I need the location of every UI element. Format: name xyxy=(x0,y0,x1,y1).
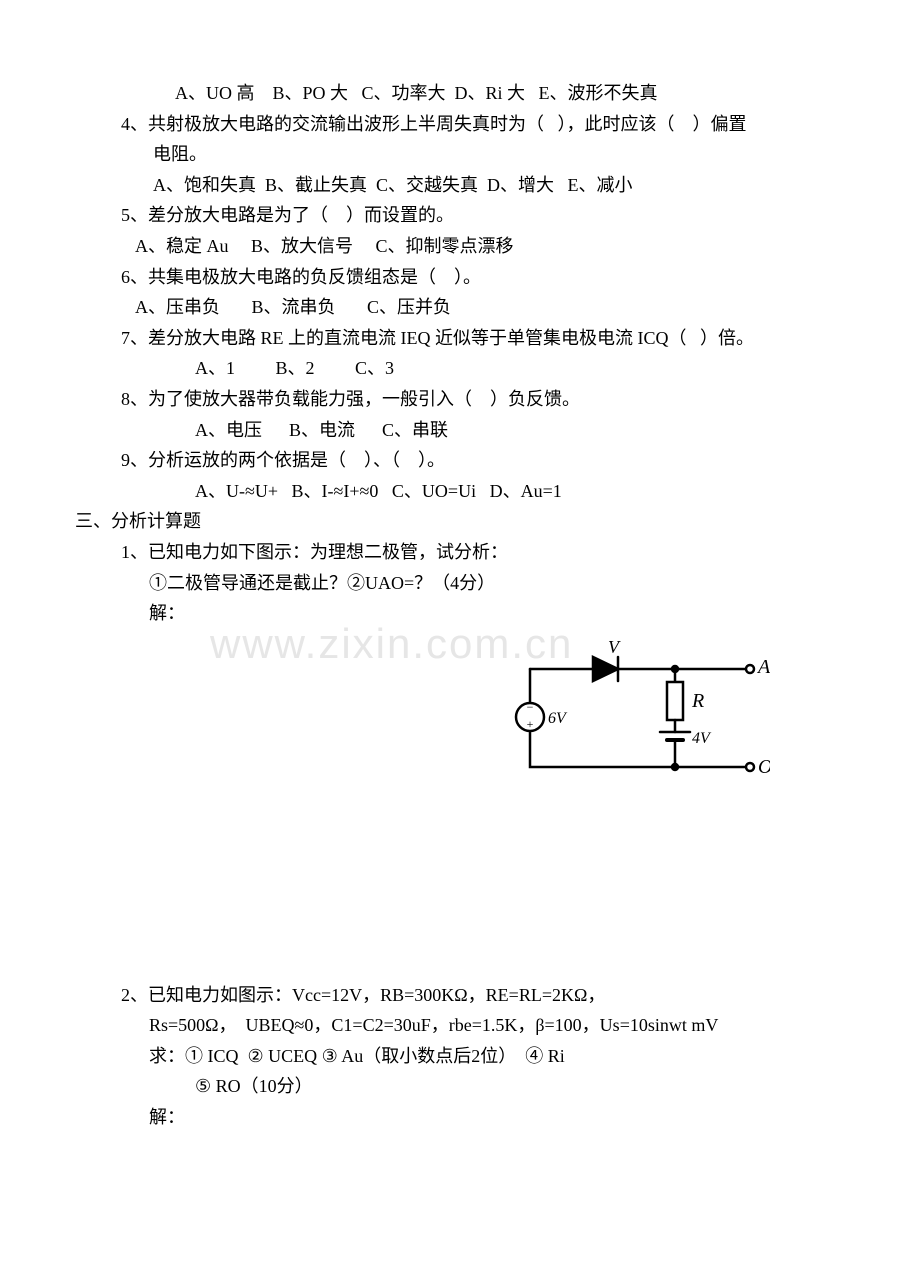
q4-text-2: 电阻。 xyxy=(75,139,830,170)
label-o: O xyxy=(758,756,770,778)
label-a: A xyxy=(756,656,770,678)
q9-options: A、U-≈U+ B、I-≈I+≈0 C、UO=Ui D、Au=1 xyxy=(75,476,830,507)
q4-options: A、饱和失真 B、截止失真 C、交越失真 D、增大 E、减小 xyxy=(75,170,830,201)
problem-1-line-2: ①二极管导通还是截止？②UAO=？（4分） xyxy=(75,568,830,599)
label-4v: 4V xyxy=(692,730,712,747)
svg-text:−: − xyxy=(527,700,534,714)
problem-2-solution: 解： xyxy=(75,1102,830,1133)
problem-2-line-4: ⑤ RO（10分） xyxy=(75,1071,830,1102)
problem-1-solution: 解： xyxy=(75,598,830,629)
problem-2-line-1: 2、已知电力如图示：Vcc=12V，RB=300KΩ，RE=RL=2KΩ， xyxy=(75,980,830,1011)
problem-1-line-1: 1、已知电力如下图示：为理想二极管，试分析： xyxy=(75,537,830,568)
q5-text: 5、差分放大电路是为了（ ）而设置的。 xyxy=(75,200,830,231)
q6-text: 6、共集电极放大电路的负反馈组态是（ ）。 xyxy=(75,262,830,293)
q3-options: A、UO 高 B、PO 大 C、功率大 D、Ri 大 E、波形不失真 xyxy=(75,78,830,109)
q4-text: 4、共射极放大电路的交流输出波形上半周失真时为（ ），此时应该（ ）偏置 xyxy=(75,109,830,140)
q6-options: A、压串负 B、流串负 C、压并负 xyxy=(75,292,830,323)
circuit-diagram: − + V A R 6V 4V O xyxy=(500,637,770,802)
q7-options: A、1 B、2 C、3 xyxy=(75,353,830,384)
q8-text: 8、为了使放大器带负载能力强，一般引入（ ）负反馈。 xyxy=(75,384,830,415)
problem-2-line-3: 求：① ICQ ② UCEQ ③ Au（取小数点后2位） ④ Ri xyxy=(75,1041,830,1072)
q5-options: A、稳定 Au B、放大信号 C、抑制零点漂移 xyxy=(75,231,830,262)
q9-text: 9、分析运放的两个依据是（ ）、（ ）。 xyxy=(75,445,830,476)
label-6v: 6V xyxy=(548,710,568,727)
label-r: R xyxy=(691,690,704,712)
page-content: A、UO 高 B、PO 大 C、功率大 D、Ri 大 E、波形不失真 4、共射极… xyxy=(75,78,830,1133)
q7-text: 7、差分放大电路 RE 上的直流电流 IEQ 近似等于单管集电极电流 ICQ（ … xyxy=(75,323,830,354)
svg-text:+: + xyxy=(527,717,534,731)
problem-2-line-2: Rs=500Ω， UBEQ≈0，C1=C2=30uF，rbe=1.5K，β=10… xyxy=(75,1010,830,1041)
q8-options: A、电压 B、电流 C、串联 xyxy=(75,415,830,446)
label-v: V xyxy=(608,637,621,657)
section-3-heading: 三、分析计算题 xyxy=(75,506,830,537)
